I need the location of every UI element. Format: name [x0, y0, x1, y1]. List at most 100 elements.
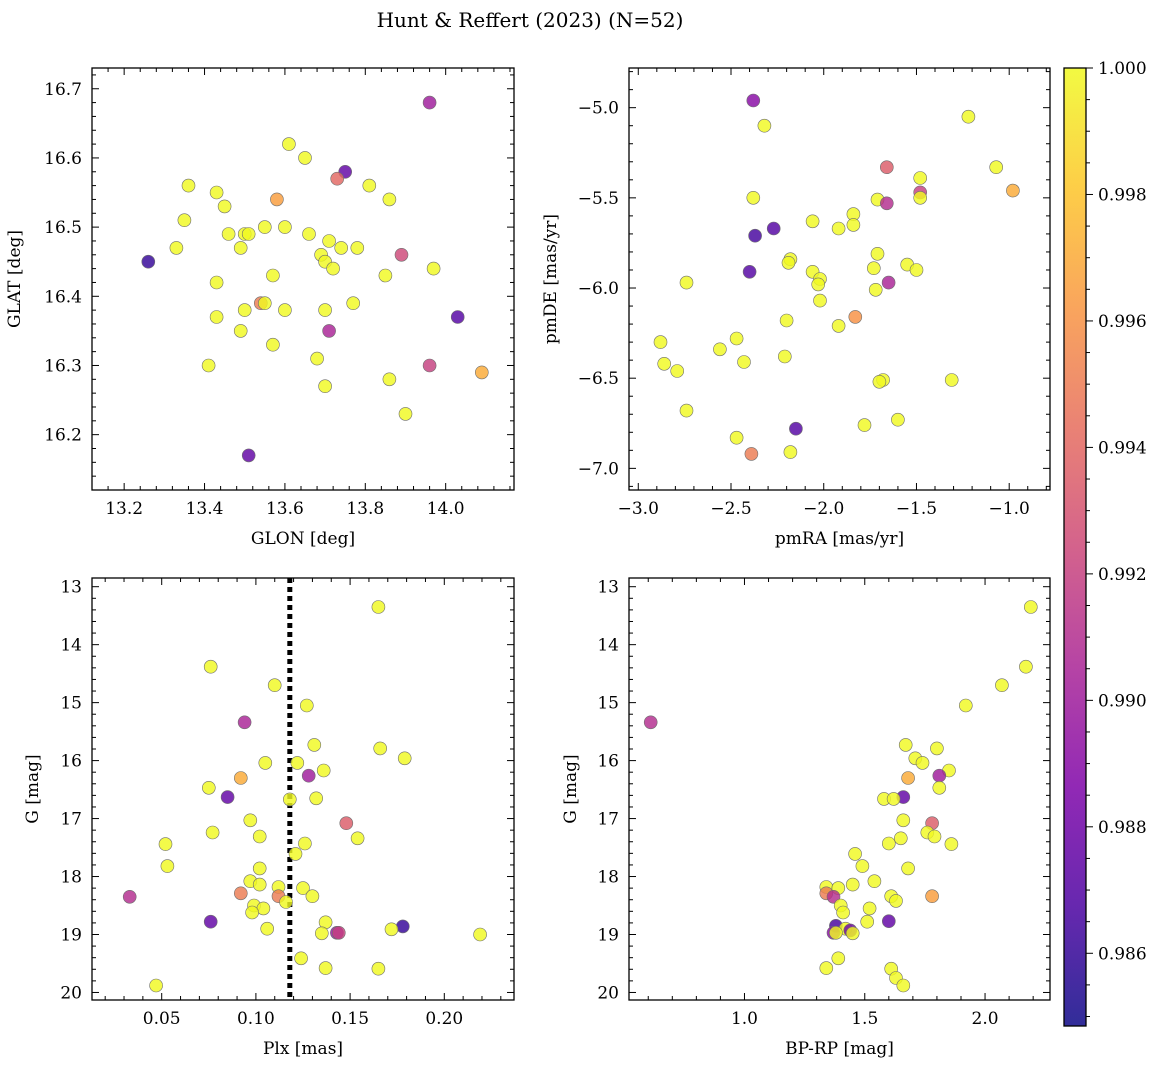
- data-point: [371, 961, 386, 976]
- axes-frame: [628, 67, 1051, 491]
- data-point: [234, 886, 248, 901]
- data-point: [298, 151, 312, 165]
- colorbar-tick-label: 0.988: [1098, 818, 1147, 838]
- data-point: [257, 220, 272, 234]
- panel-glon-glat: 13.2 13.4 13.6 13.8 14.0 16.2 16.3 16.4 16.5 16.6…: [5, 67, 515, 549]
- data-point: [1019, 659, 1033, 674]
- x-tick-label: 13.6: [266, 499, 304, 519]
- y-tick-label: 16: [597, 752, 619, 772]
- data-point: [896, 813, 911, 828]
- colorbar-tick-label: 0.986: [1098, 944, 1147, 964]
- data-point: [201, 358, 216, 373]
- x-tick-label: 14.0: [427, 499, 465, 519]
- y-tick-label: 16.4: [44, 287, 82, 307]
- colorbar-tick-label: 0.994: [1098, 438, 1147, 458]
- data-point: [309, 791, 324, 806]
- data-point: [158, 837, 173, 851]
- data-point: [881, 914, 896, 929]
- data-point: [160, 859, 175, 873]
- data-point: [868, 282, 883, 297]
- data-point: [848, 847, 862, 861]
- data-point: [397, 751, 412, 766]
- data-point: [879, 160, 894, 174]
- axes-frame: [628, 577, 1051, 1001]
- data-point: [781, 255, 796, 270]
- colorbar-gradient: [1064, 68, 1086, 1026]
- colorbar-tick-label: 1.000: [1098, 59, 1147, 79]
- data-point: [220, 790, 235, 804]
- data-point: [298, 836, 312, 851]
- data-point: [202, 780, 216, 795]
- panel-plx-g: 0.05 0.10 0.15 0.20 13 14 15 16 17 18 19 20 Plx [mas…: [23, 577, 515, 1059]
- data-point: [831, 951, 846, 966]
- y-axis-label: G [mag]: [561, 754, 581, 823]
- figure-title: Hunt & Reffert (2023) (N=52): [377, 8, 684, 32]
- x-axis-label: pmRA [mas/yr]: [775, 529, 904, 549]
- data-point: [886, 792, 901, 806]
- y-tick-label: −6.5: [578, 369, 619, 389]
- data-point: [829, 925, 843, 940]
- data-point: [350, 831, 365, 846]
- data-point: [326, 261, 340, 276]
- data-point: [266, 337, 280, 352]
- data-point: [290, 756, 305, 770]
- data-point: [394, 248, 409, 262]
- data-point: [867, 874, 882, 889]
- data-point: [831, 319, 846, 333]
- data-point: [299, 698, 314, 713]
- data-point: [241, 448, 256, 463]
- data-point: [209, 275, 224, 290]
- data-point: [857, 418, 872, 432]
- data-point: [748, 228, 762, 243]
- data-point: [913, 171, 928, 185]
- data-point: [373, 741, 388, 756]
- x-tick-label: 1.0: [731, 1009, 758, 1029]
- data-point: [234, 771, 248, 785]
- data-point: [831, 221, 846, 236]
- y-tick-label: 13: [597, 578, 619, 598]
- data-point: [925, 889, 939, 904]
- data-point: [205, 825, 220, 840]
- data-point: [757, 118, 772, 133]
- data-point: [233, 324, 248, 338]
- y-tick-label: 17: [597, 810, 619, 830]
- data-point: [288, 847, 303, 861]
- data-point: [252, 877, 267, 892]
- data-point: [845, 926, 860, 941]
- data-point: [881, 836, 896, 851]
- data-point: [930, 741, 944, 756]
- data-point: [203, 659, 218, 674]
- data-point: [870, 247, 885, 261]
- data-point: [789, 421, 803, 436]
- data-point: [848, 310, 863, 324]
- data-point: [241, 227, 256, 241]
- data-point: [258, 756, 273, 770]
- y-tick-label: 18: [60, 868, 82, 888]
- data-point: [744, 447, 759, 461]
- data-point: [237, 303, 252, 317]
- data-point: [307, 738, 322, 752]
- data-point: [836, 905, 850, 920]
- x-tick-label: 0.15: [331, 1009, 369, 1029]
- y-tick-label: 16: [60, 752, 82, 772]
- data-point: [316, 763, 331, 778]
- x-tick-label: 0.05: [143, 1009, 181, 1029]
- data-point: [766, 221, 781, 236]
- data-point: [915, 756, 930, 770]
- data-point: [805, 214, 820, 229]
- data-point: [901, 861, 915, 876]
- x-axis-label: BP-RP [mag]: [785, 1039, 894, 1059]
- data-point: [334, 241, 349, 255]
- data-point: [872, 374, 887, 389]
- data-point: [331, 925, 346, 940]
- data-point: [305, 889, 320, 904]
- colorbar-frame: [1063, 67, 1087, 1027]
- y-tick-label: 14: [60, 636, 82, 656]
- data-point: [670, 364, 685, 378]
- data-point: [944, 373, 959, 387]
- y-tick-label: −5.0: [578, 99, 619, 119]
- data-point: [783, 445, 798, 459]
- data-point: [270, 192, 284, 207]
- data-point: [881, 275, 896, 290]
- data-point: [233, 241, 248, 255]
